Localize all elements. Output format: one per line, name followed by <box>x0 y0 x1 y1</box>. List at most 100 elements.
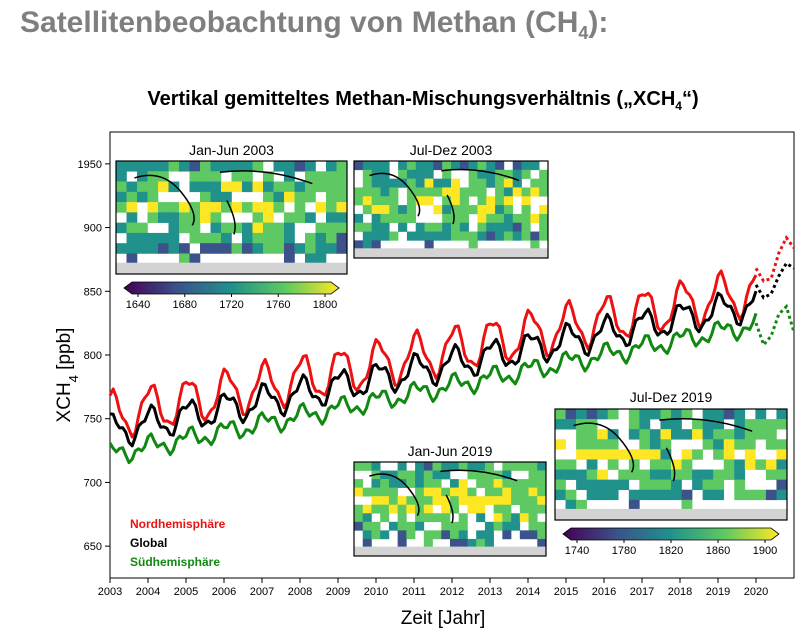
map-cell <box>713 449 725 460</box>
map-cell <box>702 469 714 480</box>
inset-layer: Jan-Jun 2003 1640 1680 1720 1760 1800 Jul-Dez … <box>115 142 788 557</box>
map-cell <box>484 462 494 471</box>
map-cell <box>586 469 598 480</box>
map-cell <box>126 253 138 265</box>
map-cell <box>362 187 372 197</box>
map-cell <box>397 462 407 471</box>
map-cell <box>702 489 714 501</box>
map-cell <box>734 429 746 440</box>
map-cell <box>354 161 364 171</box>
map-cell <box>734 479 746 491</box>
map-frame <box>115 160 348 275</box>
map-cell <box>519 504 529 514</box>
map-cell <box>433 222 443 232</box>
x-tick-label: 2006 <box>212 586 236 598</box>
map-cell <box>147 171 159 182</box>
colorbar-tick-label: 1760 <box>266 299 290 311</box>
map-cell <box>305 161 316 172</box>
map-cell <box>476 513 486 523</box>
map-cell <box>486 213 496 224</box>
map-cell <box>423 530 433 540</box>
map-cell <box>200 212 211 223</box>
map-cell <box>116 202 127 213</box>
map-cell <box>671 459 682 470</box>
map-cell <box>116 243 127 254</box>
map-cell <box>362 521 372 531</box>
map-cell <box>147 181 159 193</box>
map-cell <box>273 222 285 234</box>
legend-entry: Nordhemisphäre <box>130 517 226 531</box>
map-cell <box>315 222 327 234</box>
map-cell <box>649 409 661 420</box>
map-cell <box>468 205 478 215</box>
map-label: Jul-Dez 2003 <box>410 142 493 158</box>
map-cell <box>424 178 434 188</box>
map-cell <box>294 161 306 172</box>
map-cell <box>305 191 316 203</box>
map-cell <box>210 181 222 193</box>
map-cell <box>315 232 327 244</box>
x-tick-label: 2019 <box>706 586 730 598</box>
map-cell <box>511 462 521 471</box>
x-tick-label: 2015 <box>554 586 578 598</box>
map-cell <box>326 171 337 182</box>
map-cell <box>467 470 477 480</box>
y-tick-label: 1950 <box>78 159 102 171</box>
map-cell <box>362 462 372 471</box>
map-cell <box>476 462 486 471</box>
map-cell <box>168 222 180 234</box>
map-cell <box>519 487 529 497</box>
map-cell <box>450 487 460 497</box>
map-cell <box>305 181 316 193</box>
map-cell <box>242 161 253 172</box>
map-cell <box>388 496 398 506</box>
map-cell <box>158 212 169 223</box>
map-cell <box>477 222 487 232</box>
map-cell <box>713 479 725 491</box>
map-cell <box>576 449 587 460</box>
map-cell <box>242 202 253 213</box>
map-cell <box>362 169 372 179</box>
map-cell <box>484 521 494 531</box>
map-cell <box>231 202 243 213</box>
map-cell <box>406 496 416 506</box>
map-cell <box>539 213 549 224</box>
map-cell <box>406 479 416 488</box>
map-cell <box>168 202 180 213</box>
map-cell <box>252 161 264 172</box>
map-cell <box>723 409 735 420</box>
map-cell <box>451 231 461 241</box>
map-cell <box>424 240 434 250</box>
map-cell <box>618 479 630 491</box>
map-cell <box>397 521 407 531</box>
map-cell <box>305 243 316 254</box>
map-cell <box>397 496 407 506</box>
map-cell <box>305 232 316 244</box>
map-cell <box>451 196 461 206</box>
map-cell <box>597 439 609 450</box>
map-cell <box>681 459 693 470</box>
colorbar-tick-label: 1820 <box>659 545 683 557</box>
map-cell <box>158 243 169 254</box>
map-cell <box>586 419 598 430</box>
map-cell <box>305 212 316 223</box>
map-cell <box>734 459 746 470</box>
map-cell <box>512 178 522 188</box>
map-cell <box>315 243 327 254</box>
map-cell <box>692 479 703 491</box>
map-cell <box>380 169 390 179</box>
map-cell <box>294 243 306 254</box>
map-cell <box>406 196 417 206</box>
map-cell <box>210 222 222 234</box>
map-cell <box>126 202 138 213</box>
map-cell <box>336 161 348 172</box>
map-cell <box>380 479 390 488</box>
map-cell <box>273 191 285 203</box>
map-cell <box>512 161 522 171</box>
map-cell <box>389 196 399 206</box>
map-inset: Jul-Dez 2019 1740 1780 1820 1860 1900 <box>554 389 788 557</box>
map-cell <box>441 513 451 523</box>
axes-layer: 2003 2004 2005 2006 2007 2008 2009 2010 2011 2012… <box>78 131 795 598</box>
map-cell <box>744 459 756 470</box>
map-cell <box>681 469 693 480</box>
